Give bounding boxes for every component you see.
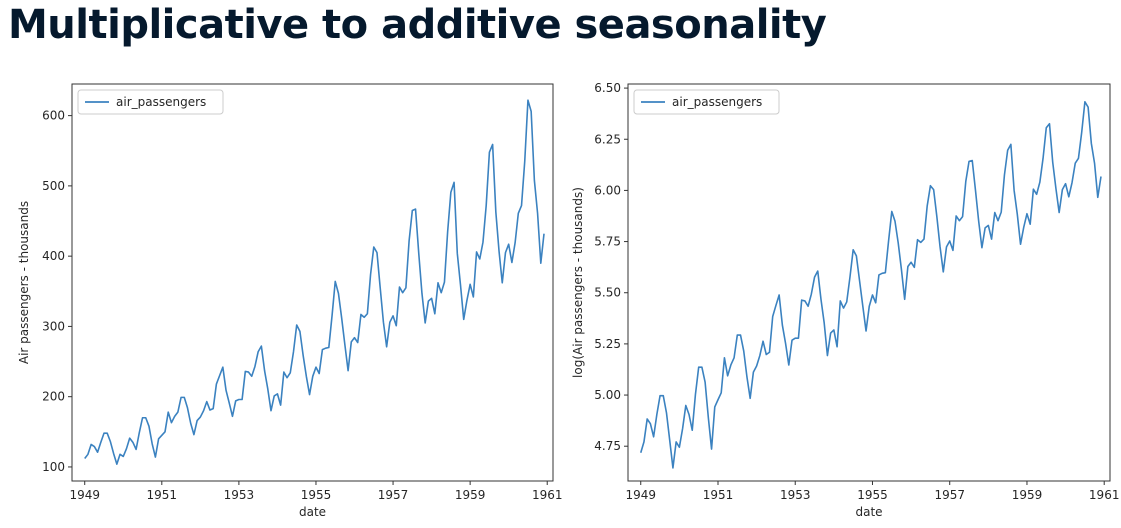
legend: air_passengers	[77, 89, 224, 115]
legend-entry: air_passengers	[672, 95, 762, 109]
left-chart: 1949 1951 1953 1955 1957 1959 1961 100 200 300 400…	[17, 83, 563, 519]
y-tick-label: 5.50	[594, 286, 621, 300]
x-axis-label: date	[299, 505, 326, 519]
y-tick-label: 6.50	[594, 81, 621, 95]
y-tick-label: 100	[42, 460, 65, 474]
x-tick-label: 1961	[1089, 488, 1120, 502]
x-tick-label: 1953	[224, 488, 255, 502]
legend-entry: air_passengers	[116, 95, 206, 109]
x-tick-label: 1951	[703, 488, 734, 502]
legend-box	[633, 89, 780, 115]
plot-frame	[627, 83, 1111, 482]
y-axis-label: log(Air passengers - thousands)	[571, 187, 585, 378]
x-tick-label: 1959	[1012, 488, 1043, 502]
series-line-air-passengers	[84, 99, 545, 465]
y-tick-label: 6.25	[594, 132, 621, 146]
x-tick-label: 1959	[455, 488, 486, 502]
y-tick-label: 400	[42, 249, 65, 263]
y-tick-label: 4.75	[594, 439, 621, 453]
x-tick-label: 1955	[857, 488, 888, 502]
plot-frame	[71, 83, 554, 482]
y-tick-label: 5.25	[594, 337, 621, 351]
x-tick-label: 1957	[378, 488, 409, 502]
legend: air_passengers	[633, 89, 780, 115]
y-tick-label: 300	[42, 319, 65, 333]
x-tick-label: 1955	[301, 488, 332, 502]
y-tick-label: 600	[42, 109, 65, 123]
y-tick-label: 5.00	[594, 388, 621, 402]
x-tick-label: 1949	[625, 488, 656, 502]
series-line-air-passengers	[639, 101, 1102, 469]
y-tick-label: 5.75	[594, 235, 621, 249]
x-axis-label: date	[855, 505, 882, 519]
y-tick-label: 6.00	[594, 183, 621, 197]
legend-box	[77, 89, 224, 115]
x-tick-label: 1951	[147, 488, 178, 502]
x-tick-label: 1957	[934, 488, 965, 502]
y-tick-label: 200	[42, 390, 65, 404]
x-tick-label: 1953	[780, 488, 811, 502]
y-tick-label: 500	[42, 179, 65, 193]
x-tick-label: 1949	[69, 488, 100, 502]
y-axis-label: Air passengers - thousands	[17, 201, 31, 364]
page-title: Multiplicative to additive seasonality	[8, 2, 827, 48]
right-chart: 1949 1951 1953 1955 1957 1959 1961 4.75 5.00 5.25…	[571, 81, 1119, 519]
x-tick-label: 1961	[532, 488, 563, 502]
